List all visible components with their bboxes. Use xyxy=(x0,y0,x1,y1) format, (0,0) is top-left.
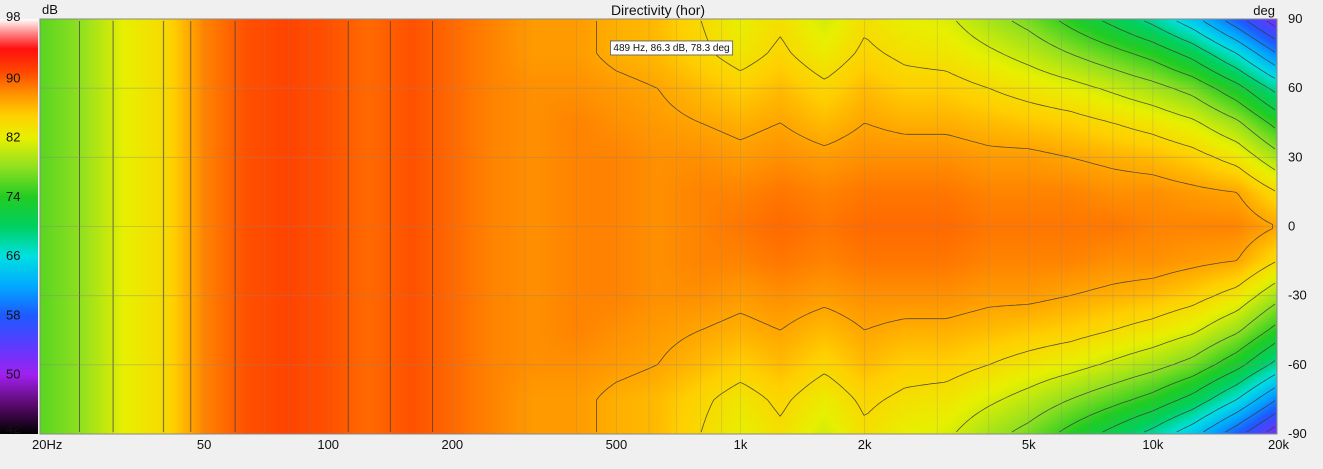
color-tick-label: 66 xyxy=(6,248,20,263)
x-tick-label: 10k xyxy=(1142,437,1163,452)
color-scale-bar xyxy=(0,19,38,434)
x-tick-label: 1k xyxy=(734,437,748,452)
x-tick-label: 20Hz xyxy=(32,437,62,452)
x-tick-label: 100 xyxy=(317,437,339,452)
x-tick-label: 2k xyxy=(858,437,872,452)
color-tick-label: 74 xyxy=(6,189,20,204)
color-tick-label: 42 xyxy=(6,421,20,436)
cursor-readout-box xyxy=(610,40,734,56)
chart-title: Directivity (hor) xyxy=(611,2,705,18)
angle-unit-label: deg xyxy=(1253,3,1275,18)
color-tick-label: 90 xyxy=(6,70,20,85)
contour-lines xyxy=(79,20,1276,433)
plot-area[interactable] xyxy=(40,19,1277,434)
grid-lines xyxy=(40,19,1277,434)
plot-frame xyxy=(39,18,1278,435)
x-tick-label: 20k xyxy=(1268,437,1289,452)
x-tick-label: 500 xyxy=(606,437,628,452)
y-axis-tick-labels: 90 60 30 0 -30 -60 -90 xyxy=(1288,11,1307,441)
cursor-readout-text: 489 Hz, 86.3 dB, 78.3 deg xyxy=(613,43,729,54)
y-tick-label: 90 xyxy=(1288,11,1302,26)
color-scale-labels: 98 90 82 74 66 58 50 42 xyxy=(6,9,20,436)
x-tick-label: 5k xyxy=(1022,437,1036,452)
color-tick-label: 98 xyxy=(6,9,20,24)
y-tick-label: -30 xyxy=(1288,288,1307,303)
x-tick-label: 200 xyxy=(441,437,463,452)
color-tick-label: 58 xyxy=(6,307,20,322)
color-unit-label: dB xyxy=(42,2,58,17)
cursor-readout: 489 Hz, 86.3 dB, 78.3 deg xyxy=(610,40,734,56)
x-axis-tick-labels: 20Hz 50 100 200 500 1k 2k 5k 10k 20k xyxy=(32,437,1289,452)
x-tick-label: 50 xyxy=(197,437,211,452)
y-tick-label: -60 xyxy=(1288,357,1307,372)
y-tick-label: 30 xyxy=(1288,149,1302,164)
heatmap-image xyxy=(40,19,1277,434)
y-tick-label: 0 xyxy=(1288,219,1295,234)
y-tick-label: -90 xyxy=(1288,426,1307,441)
y-tick-label: 60 xyxy=(1288,80,1302,95)
color-tick-label: 50 xyxy=(6,367,20,382)
color-tick-label: 82 xyxy=(6,130,20,145)
